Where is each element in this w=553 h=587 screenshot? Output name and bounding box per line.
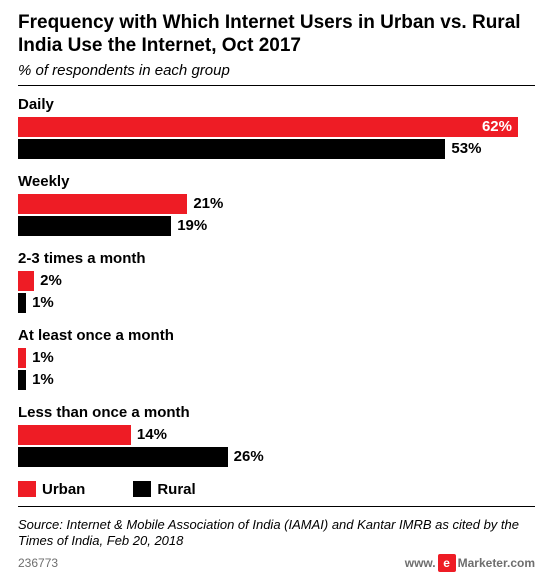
bar-row: 14% xyxy=(18,425,535,445)
chart-id: 236773 xyxy=(18,556,58,570)
source-text: Source: Internet & Mobile Association of… xyxy=(18,517,535,551)
legend-label: Urban xyxy=(42,481,85,498)
category-label: At least once a month xyxy=(18,327,535,344)
legend-item-urban: Urban xyxy=(18,481,85,498)
bar-value: 14% xyxy=(137,426,167,443)
bar-row: 1% xyxy=(18,348,535,368)
category-group: At least once a month 1% 1% xyxy=(18,327,535,390)
urban-bar xyxy=(18,348,26,368)
divider-bottom xyxy=(18,506,535,507)
bar-value: 53% xyxy=(451,140,481,157)
brand-rest: Marketer.com xyxy=(458,556,535,570)
urban-bar xyxy=(18,425,131,445)
bar-row: 26% xyxy=(18,447,535,467)
brand: www. e Marketer.com xyxy=(405,554,535,572)
rural-bar xyxy=(18,447,228,467)
legend-swatch xyxy=(18,481,36,497)
category-group: 2-3 times a month 2% 1% xyxy=(18,250,535,313)
chart-area: Daily 62% 53% Weekly 21% 19% 2-3 times a month… xyxy=(18,96,535,467)
category-group: Less than once a month 14% 26% xyxy=(18,404,535,467)
urban-bar xyxy=(18,194,187,214)
chart-title: Frequency with Which Internet Users in U… xyxy=(18,12,535,58)
legend-item-rural: Rural xyxy=(133,481,195,498)
bar-row: 19% xyxy=(18,216,535,236)
chart-subtitle: % of respondents in each group xyxy=(18,62,535,79)
bar-row: 1% xyxy=(18,293,535,313)
legend-label: Rural xyxy=(157,481,195,498)
bar-row: 53% xyxy=(18,139,535,159)
bar-row: 2% xyxy=(18,271,535,291)
bar-value: 21% xyxy=(193,195,223,212)
bar-value: 1% xyxy=(32,349,54,366)
brand-e-badge: e xyxy=(438,554,456,572)
divider-top xyxy=(18,85,535,86)
category-label: Less than once a month xyxy=(18,404,535,421)
category-group: Daily 62% 53% xyxy=(18,96,535,159)
rural-bar xyxy=(18,216,171,236)
bar-value: 1% xyxy=(32,371,54,388)
bar-value: 1% xyxy=(32,294,54,311)
legend: Urban Rural xyxy=(18,481,535,498)
brand-prefix: www. xyxy=(405,556,436,570)
urban-bar xyxy=(18,271,34,291)
category-label: Daily xyxy=(18,96,535,113)
bar-row: 62% xyxy=(18,117,535,137)
legend-swatch xyxy=(133,481,151,497)
rural-bar xyxy=(18,293,26,313)
bar-value: 26% xyxy=(234,448,264,465)
category-label: Weekly xyxy=(18,173,535,190)
bar-value: 19% xyxy=(177,217,207,234)
bar-value: 2% xyxy=(40,272,62,289)
category-group: Weekly 21% 19% xyxy=(18,173,535,236)
footer: 236773 www. e Marketer.com xyxy=(18,554,535,572)
bar-row: 1% xyxy=(18,370,535,390)
urban-bar: 62% xyxy=(18,117,518,137)
category-label: 2-3 times a month xyxy=(18,250,535,267)
rural-bar xyxy=(18,370,26,390)
bar-row: 21% xyxy=(18,194,535,214)
rural-bar xyxy=(18,139,445,159)
